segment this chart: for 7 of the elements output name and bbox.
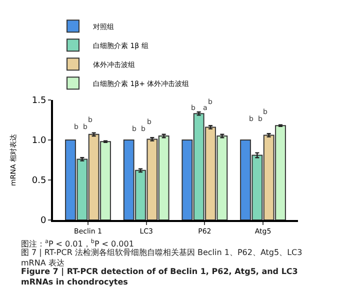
y-tick-label: 0 <box>40 216 46 226</box>
y-tick-label: 0.5 <box>32 176 46 186</box>
y-tick-label: 1.5 <box>32 96 46 106</box>
y-tick-label: 1.0 <box>32 136 46 146</box>
text: 图注：$^{a}$P < 0.01，$^{b}$P < 0.001 <box>21 238 134 248</box>
caption: Figure 7 | RT-PCR detection of of Beclin 1, P62, Atg5, and LC3 mRNAs in chondrocytes <box>21 267 298 286</box>
caption: 图 7 | RT-PCR 法检测各组软骨细胞自噬相关基因 Beclin 1、P62、Atg5、LC3 mRNA 表达 <box>21 248 302 268</box>
